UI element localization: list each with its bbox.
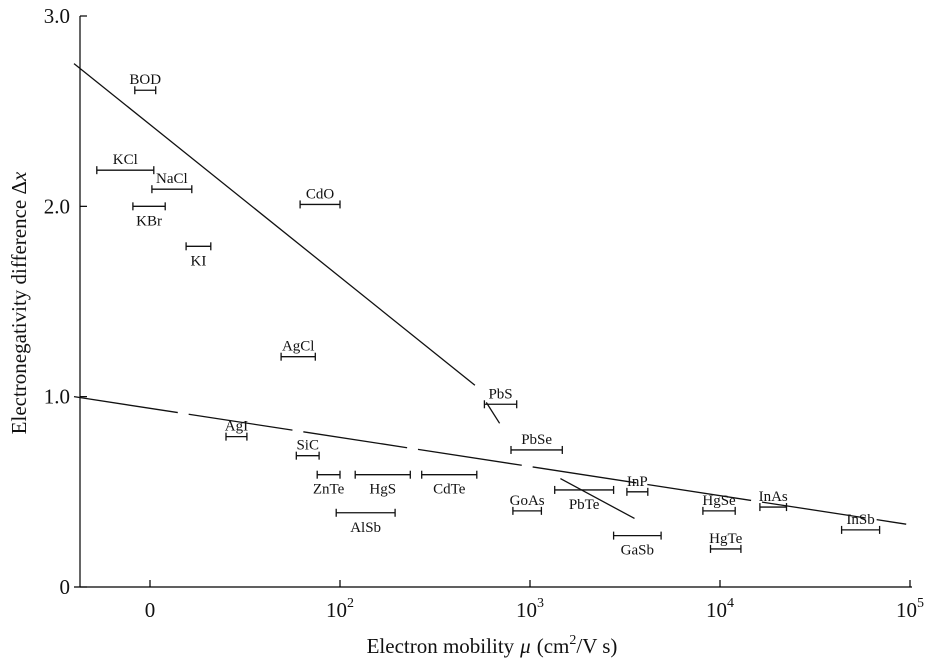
- label-hgte: HgTe: [709, 531, 742, 547]
- data-point-insb: InSb: [840, 512, 881, 534]
- label-sic: SiC: [296, 438, 319, 454]
- data-points: BOD KCl NaCl KBr KI CdO AgCl AgI SiC ZnTe HgS CdTe A…: [96, 72, 881, 559]
- y-tick-label: 3.0: [44, 4, 70, 28]
- data-point-kbr: KBr: [132, 202, 166, 229]
- x-tick-label: 0: [145, 598, 156, 622]
- label-alsb: AlSb: [350, 520, 381, 536]
- data-point-pbte: PbTe: [554, 485, 615, 513]
- trend-line-1: [73, 63, 476, 386]
- x-tick-label: 103: [516, 596, 544, 622]
- label-agi: AgI: [225, 419, 248, 435]
- axes: [74, 16, 912, 588]
- label-kbr: KBr: [136, 213, 162, 229]
- label-pbs: PbS: [488, 386, 512, 402]
- label-insb: InSb: [846, 512, 874, 528]
- label-pbte: PbTe: [569, 497, 600, 513]
- data-point-ki: KI: [185, 242, 212, 269]
- x-tick-label: 105: [896, 596, 924, 622]
- data-point-nacl: NaCl: [151, 171, 193, 194]
- x-axis-title: Electron mobility μ (cm2/V s): [367, 633, 618, 658]
- data-point-goas: GoAs: [510, 493, 545, 515]
- y-tick-label: 2.0: [44, 194, 70, 218]
- label-inas: InAs: [759, 489, 788, 505]
- label-gasb: GaSb: [621, 543, 654, 559]
- label-agcl: AgCl: [282, 339, 315, 355]
- trend-lines: [73, 63, 907, 525]
- label-goas: GoAs: [510, 493, 545, 509]
- data-point-znte: ZnTe: [313, 470, 345, 498]
- data-point-sic: SiC: [295, 438, 320, 460]
- label-ki: KI: [191, 253, 207, 269]
- data-point-alsb: AlSb: [335, 508, 396, 536]
- label-cdte: CdTe: [433, 482, 466, 498]
- label-nacl: NaCl: [156, 171, 188, 187]
- data-point-cdo: CdO: [299, 186, 341, 209]
- x-tick-label: 102: [326, 596, 354, 622]
- y-ticks: 0 1.0 2.0 3.0: [44, 4, 87, 599]
- trend-line-3: [73, 396, 907, 525]
- trend-line-2: [485, 402, 501, 424]
- data-point-inas: InAs: [759, 489, 788, 512]
- y-tick-label: 0: [60, 575, 71, 599]
- label-znte: ZnTe: [313, 482, 345, 498]
- data-point-agi: AgI: [225, 419, 248, 441]
- label-pbse: PbSe: [521, 432, 552, 448]
- x-ticks: 0 102 103 104 105: [145, 580, 924, 622]
- label-hgse: HgSe: [702, 493, 736, 509]
- data-point-pbs: PbS: [483, 386, 518, 409]
- label-inp: InP: [627, 474, 648, 490]
- data-point-agcl: AgCl: [280, 339, 316, 361]
- data-point-inp: InP: [626, 474, 649, 496]
- x-tick-label: 104: [706, 596, 734, 622]
- data-point-kcl: KCl: [96, 152, 155, 175]
- label-cdo: CdO: [306, 186, 335, 202]
- trend-line-4: [560, 477, 635, 520]
- data-point-bod: BOD: [129, 72, 161, 95]
- y-axis-title: Electronegativity difference Δx: [7, 171, 31, 434]
- label-kcl: KCl: [113, 152, 138, 168]
- data-point-hgte: HgTe: [709, 531, 743, 553]
- data-point-hgse: HgSe: [702, 493, 736, 515]
- y-tick-label: 1.0: [44, 385, 70, 409]
- data-point-pbse: PbSe: [510, 432, 563, 454]
- label-hgs: HgS: [369, 482, 396, 498]
- data-point-cdte: CdTe: [421, 470, 478, 498]
- data-point-gasb: GaSb: [612, 531, 662, 559]
- label-bod: BOD: [129, 72, 161, 88]
- data-point-hgs: HgS: [354, 470, 411, 498]
